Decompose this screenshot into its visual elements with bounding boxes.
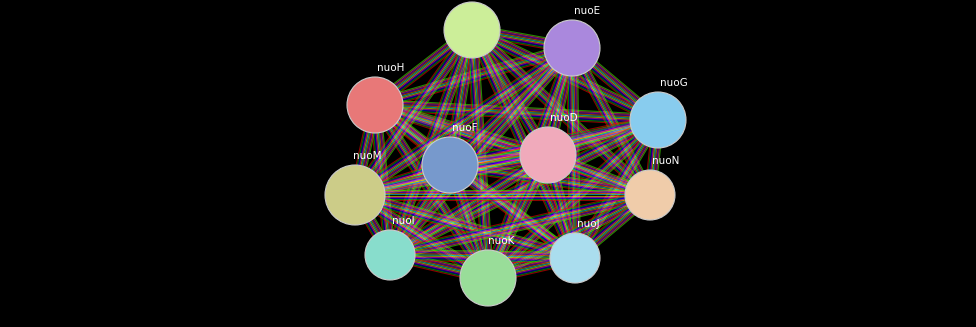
Text: nuoJ: nuoJ bbox=[577, 219, 599, 229]
Circle shape bbox=[460, 250, 516, 306]
Circle shape bbox=[544, 20, 600, 76]
Text: nuoE: nuoE bbox=[574, 6, 600, 16]
Text: nuoM: nuoM bbox=[353, 151, 382, 161]
Text: nuoG: nuoG bbox=[660, 78, 688, 88]
Circle shape bbox=[422, 137, 478, 193]
Circle shape bbox=[625, 170, 675, 220]
Text: nuoN: nuoN bbox=[652, 156, 679, 166]
Circle shape bbox=[444, 2, 500, 58]
Circle shape bbox=[325, 165, 385, 225]
Circle shape bbox=[550, 233, 600, 283]
Circle shape bbox=[520, 127, 576, 183]
Text: nuoD: nuoD bbox=[550, 113, 578, 123]
Circle shape bbox=[630, 92, 686, 148]
Text: nuoH: nuoH bbox=[377, 63, 404, 73]
Circle shape bbox=[365, 230, 415, 280]
Text: nuoF: nuoF bbox=[452, 123, 477, 133]
Circle shape bbox=[347, 77, 403, 133]
Text: nuoI: nuoI bbox=[392, 216, 415, 226]
Text: nuoK: nuoK bbox=[488, 236, 514, 246]
